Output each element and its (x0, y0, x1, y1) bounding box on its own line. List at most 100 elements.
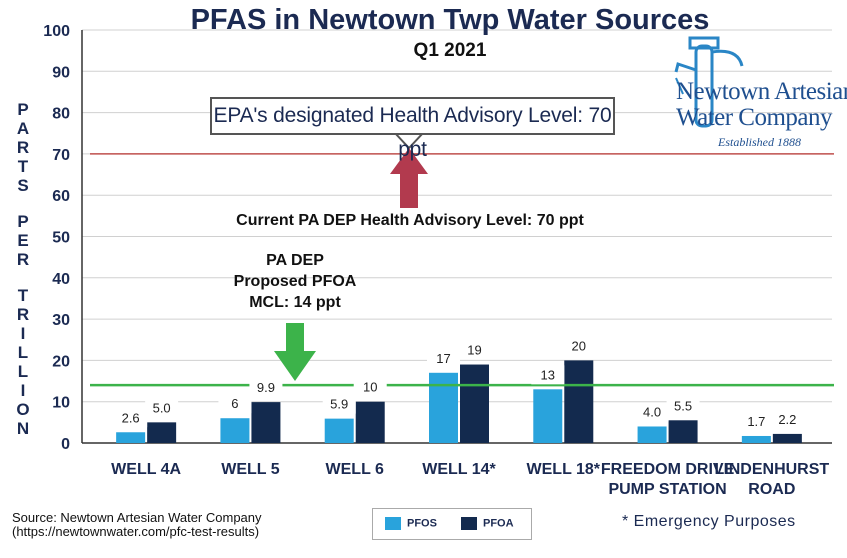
bar-value-label: 19 (467, 343, 481, 358)
x-category-label: WELL 18* (527, 461, 601, 478)
x-category-label: WELL 14* (422, 461, 496, 478)
legend-label-pfos: PFOS (407, 517, 437, 530)
bar-value-labels: 2.6 5.0 6 9.9 5.9 10 17 19 13 20 4.0 5.5 1.7 2.2 (114, 336, 804, 431)
y-tick-label: 20 (52, 353, 70, 370)
y-tick-label: 30 (52, 312, 70, 329)
bar-value-label: 17 (436, 351, 450, 366)
bar-pfos (637, 426, 667, 443)
legend-item-pfos: PFOS (385, 517, 437, 530)
x-category-label: WELL 4A (111, 461, 181, 478)
y-tick-label: 100 (43, 23, 70, 40)
bar-value-label: 5.0 (153, 400, 171, 415)
y-axis-label-letter: R (16, 305, 30, 324)
pa-proposed-line-1: PA DEP (266, 252, 324, 269)
emergency-footnote: * Emergency Purposes (622, 513, 796, 530)
logo-line-1: Newtown Artesian (676, 78, 847, 105)
bar-value-label: 9.9 (257, 380, 275, 395)
y-axis-label-letter: I (20, 381, 26, 400)
y-axis-label-letter: P (17, 100, 29, 119)
bar-label-background (114, 408, 148, 428)
bars (116, 360, 802, 443)
y-axis-label-letter: P (17, 212, 29, 231)
bar-label-background (427, 348, 460, 368)
bar-pfos (429, 372, 458, 443)
bar-pfos (324, 418, 354, 443)
bar-pfoa (772, 433, 802, 443)
x-axis-labels: WELL 4A WELL 5 WELL 6 WELL 14* WELL 18* FREED… (111, 461, 829, 498)
bar-label-background (322, 394, 356, 414)
x-category-label: WELL 6 (326, 461, 384, 478)
bar-label-background (635, 402, 669, 422)
bar-pfoa (668, 420, 698, 443)
y-axis-label-letter: L (17, 362, 29, 381)
bar-value-label: 2.2 (778, 412, 796, 427)
red-up-arrow-icon (390, 148, 428, 208)
bar-pfoa (147, 422, 177, 443)
bar-value-label: 1.7 (747, 414, 765, 429)
company-logo: Newtown Artesian Water Company Establish… (668, 34, 847, 154)
water-stream (675, 77, 684, 95)
bar-value-label: 5.5 (674, 398, 692, 413)
bar-pfos (220, 418, 250, 443)
y-tick-label: 10 (52, 395, 70, 412)
y-tick-label: 0 (61, 436, 70, 453)
bar-pfoa (355, 401, 385, 443)
y-tick-label: 90 (52, 64, 70, 81)
reference-lines (90, 153, 834, 387)
bar-label-background (249, 378, 283, 398)
bar-label-background (218, 394, 252, 414)
logo-line-3: Established 1888 (718, 135, 801, 149)
legend: PFOS PFOA (372, 508, 532, 540)
chart-title: PFAS in Newtown Twp Water Sources (190, 4, 710, 36)
source-line-2: (https://newtownwater.com/pfc-test-resul… (12, 524, 260, 539)
bar-pfos (116, 432, 146, 443)
logo-pump-icon (674, 36, 744, 128)
pa-current-advisory-label: Current PA DEP Health Advisory Level: 70… (236, 212, 584, 229)
legend-swatch-pfoa (461, 517, 477, 530)
bar-pfoa (460, 364, 489, 443)
pa-proposed-line-2: Proposed PFOA (233, 273, 357, 290)
pump-spout (674, 62, 697, 73)
pump-handle (711, 49, 744, 67)
y-tick-label: 60 (52, 188, 70, 205)
bar-value-label: 13 (541, 367, 555, 382)
green-down-arrow-icon (274, 323, 316, 381)
pa-proposed-line-3: MCL: 14 ppt (249, 294, 341, 311)
y-axis-label-letter: E (17, 231, 29, 250)
bar-pfoa (251, 402, 281, 443)
bar-label-background (531, 365, 565, 385)
chart-subtitle: Q1 2021 (413, 40, 487, 61)
y-axis-label-letter: T (17, 157, 29, 176)
pump-cap (688, 36, 720, 50)
y-tick-label: 50 (52, 230, 70, 247)
epa-advisory-callout: EPA's designated Health Advisory Level: … (210, 97, 615, 161)
y-axis-label-letter: O (16, 400, 30, 419)
y-axis-label-letter: A (16, 119, 30, 138)
y-axis-label-letter: R (16, 250, 30, 269)
y-axis-label-letter: L (17, 343, 29, 362)
bar-label-background (666, 396, 700, 416)
y-axis-ticks: 0 10 20 30 40 50 60 70 80 90 100 (43, 23, 70, 453)
bar-value-label: 10 (363, 380, 377, 395)
pa-proposed-mcl-label: PA DEP Proposed PFOA MCL: 14 ppt (205, 250, 385, 313)
bar-pfoa (564, 360, 594, 443)
bar-value-label: 20 (572, 338, 586, 353)
bar-pfos (741, 435, 771, 443)
y-axis-label-letter: N (16, 419, 30, 438)
y-axis-label-letter: S (17, 176, 29, 195)
bar-value-label: 2.6 (122, 410, 140, 425)
x-category-label: ROAD (748, 481, 795, 498)
x-category-label: LINDENHURST (715, 461, 830, 478)
bar-label-background (353, 377, 387, 397)
bar-label-background (145, 398, 179, 418)
source-line-1: Source: Newtown Artesian Water Company (12, 510, 262, 525)
logo-line-2: Water Company (676, 104, 833, 131)
y-tick-label: 70 (52, 147, 70, 164)
bar-value-label: 4.0 (643, 404, 661, 419)
x-category-label: WELL 5 (221, 461, 279, 478)
